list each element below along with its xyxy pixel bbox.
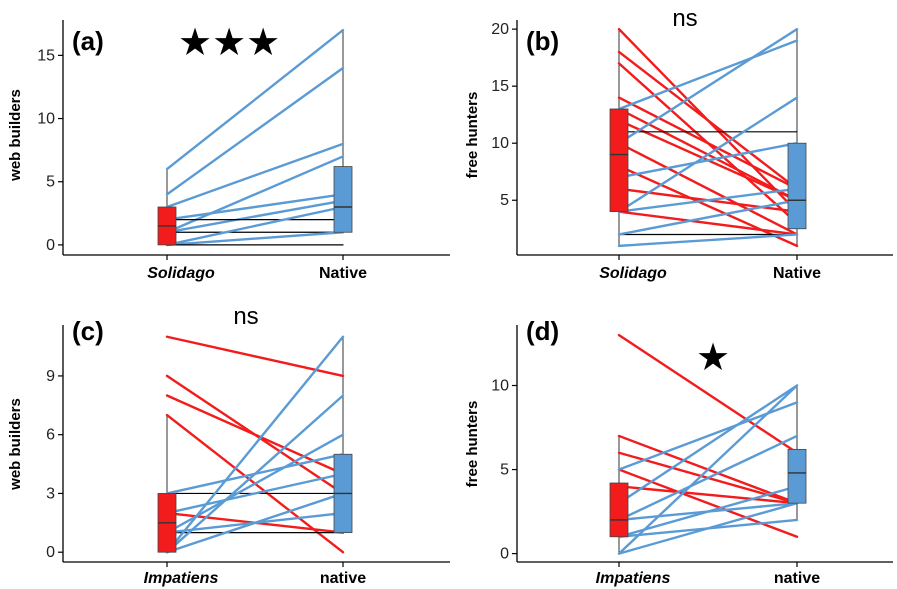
- paired-line: [165, 335, 345, 378]
- y-tick-label: 9: [46, 368, 55, 385]
- panel-label: (d): [526, 316, 559, 346]
- y-tick-label: 5: [500, 192, 509, 209]
- y-axis-label: web builders: [7, 89, 24, 182]
- box-iqr: [609, 482, 629, 538]
- paired-line: [617, 384, 799, 555]
- paired-line: [617, 164, 799, 248]
- paired-line: [617, 210, 799, 236]
- box-iqr: [787, 142, 807, 230]
- x-tick-label-2: native: [320, 570, 366, 587]
- significance-stars: ★★★: [178, 20, 280, 64]
- paired-line: [617, 187, 799, 213]
- panel-b: (b) ns free hunters Solidago Native 5 10 1…: [464, 5, 893, 282]
- y-tick-label: 5: [46, 174, 55, 191]
- paired-line: [165, 199, 345, 234]
- box-iqr: [787, 448, 807, 504]
- x-tick-label-2: Native: [319, 265, 367, 282]
- panel-label: (c): [72, 316, 104, 346]
- y-tick-label: 10: [37, 111, 55, 128]
- x-tick-label-1: Solidago: [599, 265, 667, 282]
- paired-line: [617, 468, 799, 538]
- paired-line: [617, 50, 799, 191]
- y-tick-label: 15: [491, 78, 509, 95]
- significance-stars: ★: [696, 335, 730, 379]
- paired-line: [165, 472, 345, 515]
- panel-a: (a) ★★★ web builders Solidago Native 0 5 1…: [7, 20, 450, 282]
- paired-line: [617, 434, 799, 522]
- paired-line: [165, 231, 345, 247]
- significance-label: ns: [233, 303, 258, 330]
- x-tick-label-1: Impatiens: [596, 570, 671, 587]
- paired-line: [617, 142, 799, 179]
- x-tick-label-1: Solidago: [147, 265, 215, 282]
- paired-line: [617, 501, 799, 522]
- y-tick-label: 0: [46, 544, 55, 561]
- paired-line: [165, 66, 345, 196]
- x-tick-label-1: Impatiens: [144, 570, 219, 587]
- box-iqr: [333, 166, 353, 233]
- y-tick-label: 0: [46, 237, 55, 254]
- y-tick-label: 5: [500, 462, 509, 479]
- x-tick-label-2: native: [774, 570, 820, 587]
- y-tick-label: 0: [500, 546, 509, 563]
- paired-line: [617, 384, 799, 505]
- paired-line: [617, 199, 799, 236]
- paired-line: [165, 142, 345, 209]
- paired-line: [617, 39, 799, 111]
- y-tick-label: 10: [491, 378, 509, 395]
- paired-line: [617, 333, 799, 454]
- x-tick-label-2: Native: [773, 265, 821, 282]
- paired-line: [165, 155, 345, 234]
- y-axis-label: free hunters: [464, 92, 481, 179]
- panel-label: (a): [72, 26, 104, 56]
- box-iqr: [609, 108, 629, 213]
- paired-line: [165, 335, 345, 554]
- paired-line: [165, 433, 345, 534]
- paired-line: [165, 205, 345, 247]
- paired-line: [165, 453, 345, 495]
- y-tick-label: 3: [46, 485, 55, 502]
- y-tick-label: 6: [46, 427, 55, 444]
- y-tick-label: 15: [37, 47, 55, 64]
- y-tick-label: 20: [491, 21, 509, 38]
- paired-line: [165, 193, 345, 221]
- significance-label: ns: [672, 5, 697, 32]
- paired-line: [617, 485, 799, 505]
- panel-label: (b): [526, 26, 559, 56]
- panel-d: (d) ★ free hunters Impatiens native 0 5 10: [464, 316, 893, 587]
- paired-line: [617, 518, 799, 538]
- paired-line: [617, 142, 799, 236]
- paired-line: [165, 28, 345, 171]
- paired-line: [617, 96, 799, 213]
- paired-line: [617, 233, 799, 248]
- paired-line: [165, 511, 345, 534]
- paired-line: [617, 96, 799, 191]
- y-axis-label: free hunters: [464, 401, 481, 488]
- y-axis-label: web builders: [7, 398, 24, 491]
- paired-line: [617, 27, 799, 145]
- y-tick-label: 10: [491, 135, 509, 152]
- panel-c: (c) ns web builders Impatiens native 0 3 6…: [7, 303, 450, 587]
